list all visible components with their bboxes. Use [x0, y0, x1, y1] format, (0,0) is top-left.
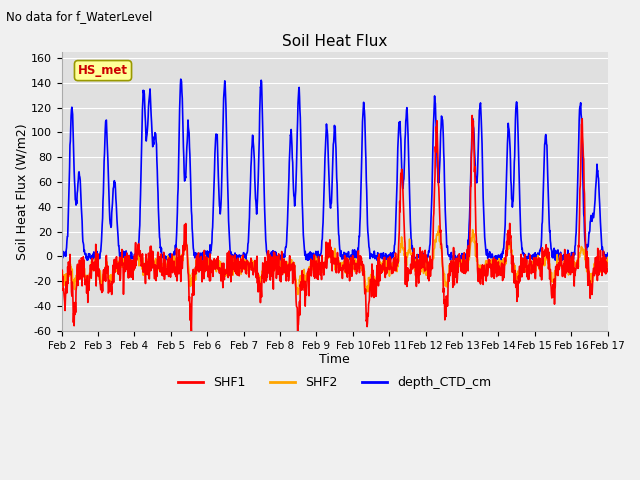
X-axis label: Time: Time — [319, 353, 350, 366]
Y-axis label: Soil Heat Flux (W/m2): Soil Heat Flux (W/m2) — [15, 123, 28, 260]
Legend: SHF1, SHF2, depth_CTD_cm: SHF1, SHF2, depth_CTD_cm — [173, 372, 497, 395]
Title: Soil Heat Flux: Soil Heat Flux — [282, 34, 387, 49]
Text: HS_met: HS_met — [78, 64, 128, 77]
Text: No data for f_WaterLevel: No data for f_WaterLevel — [6, 10, 153, 23]
